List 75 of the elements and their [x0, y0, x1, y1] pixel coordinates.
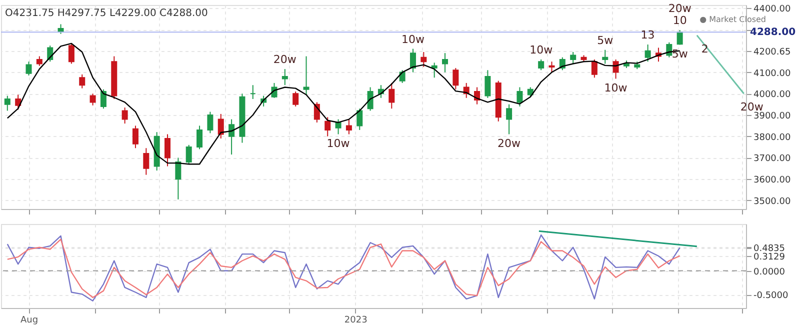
- candlestick: [207, 111, 214, 134]
- annotation: 10w: [326, 137, 350, 150]
- candlestick: [410, 48, 416, 73]
- candlestick: [303, 56, 310, 96]
- annotation: 2: [701, 42, 708, 56]
- annotation: 20w: [498, 137, 521, 150]
- y-tick-label: 3700.00: [754, 154, 791, 164]
- candlestick: [506, 104, 512, 135]
- candlestick: [36, 56, 42, 66]
- annotation: 5w: [672, 48, 688, 61]
- y-tick-label: 4000.00: [754, 90, 791, 100]
- candlestick: [420, 51, 427, 68]
- y-tick-label: 3800.00: [754, 132, 791, 143]
- candlestick: [196, 125, 203, 150]
- candlestick: [644, 44, 651, 62]
- candlestick: [612, 58, 619, 80]
- y-tick-label: 3500.00: [754, 196, 791, 207]
- candlestick: [367, 86, 374, 112]
- candlestick: [175, 157, 182, 200]
- annotation: 20w: [273, 53, 296, 66]
- candlestick: [602, 49, 608, 64]
- candlestick: [346, 118, 352, 135]
- y-tick-label: 3600.00: [754, 176, 791, 186]
- annotation: ● Market Closed: [700, 15, 766, 24]
- candlestick: [442, 52, 448, 73]
- annotation: O4231.75 H4297.75 L4229.00 C4288.00: [5, 8, 208, 19]
- candlestick: [484, 70, 491, 98]
- candlestick: [26, 61, 32, 76]
- annotation: 10w: [530, 43, 553, 56]
- y-tick-label: 3900.00: [754, 112, 791, 122]
- candlestick: [132, 125, 138, 149]
- candlestick: [570, 51, 576, 64]
- ref-line-label: 4288.00: [750, 27, 796, 38]
- candlestick: [548, 61, 555, 73]
- candlestick: [431, 62, 438, 78]
- candlestick: [68, 42, 74, 64]
- candlestick: [676, 30, 683, 46]
- candlestick: [292, 91, 299, 107]
- candlestick: [356, 108, 363, 130]
- x-tick-label: 2023: [344, 316, 368, 326]
- x-tick-label: Aug: [20, 316, 38, 326]
- candlestick: [122, 107, 128, 124]
- candlestick: [100, 88, 106, 110]
- y-tick-label: 0.0000: [754, 267, 786, 278]
- candlestick: [79, 74, 86, 89]
- candlestick: [4, 95, 10, 112]
- candlestick: [335, 118, 342, 135]
- y-tick-label: -0.5000: [754, 291, 789, 302]
- candlestick: [228, 118, 235, 156]
- annotation: 10: [672, 14, 687, 28]
- candlestick: [186, 144, 192, 165]
- candlestick: [218, 113, 224, 140]
- candlestick: [282, 68, 288, 86]
- annotation: 10w: [604, 82, 628, 95]
- annotation: 5w: [597, 34, 614, 47]
- annotation: 13: [640, 28, 655, 42]
- y-tick-label: 0.3129: [754, 252, 786, 262]
- y-tick-label: 4100.00: [754, 68, 791, 79]
- candlestick: [143, 148, 150, 176]
- candlestick: [538, 58, 544, 71]
- candlestick: [324, 116, 331, 137]
- candlestick: [388, 82, 395, 110]
- candlestick: [399, 70, 406, 84]
- candlestick: [516, 86, 523, 107]
- candlestick: [591, 58, 598, 78]
- candlestick: [452, 68, 459, 90]
- annotation: 10w: [401, 32, 424, 46]
- candlestick: [15, 94, 22, 110]
- y-tick-label: 4200.65: [754, 47, 791, 58]
- candlestick: [250, 84, 256, 100]
- annotation: 20w: [668, 2, 692, 16]
- candlestick: [164, 134, 171, 167]
- candlestick: [90, 93, 96, 106]
- y-tick-label: 4400.00: [754, 4, 791, 15]
- candlestick: [47, 45, 54, 62]
